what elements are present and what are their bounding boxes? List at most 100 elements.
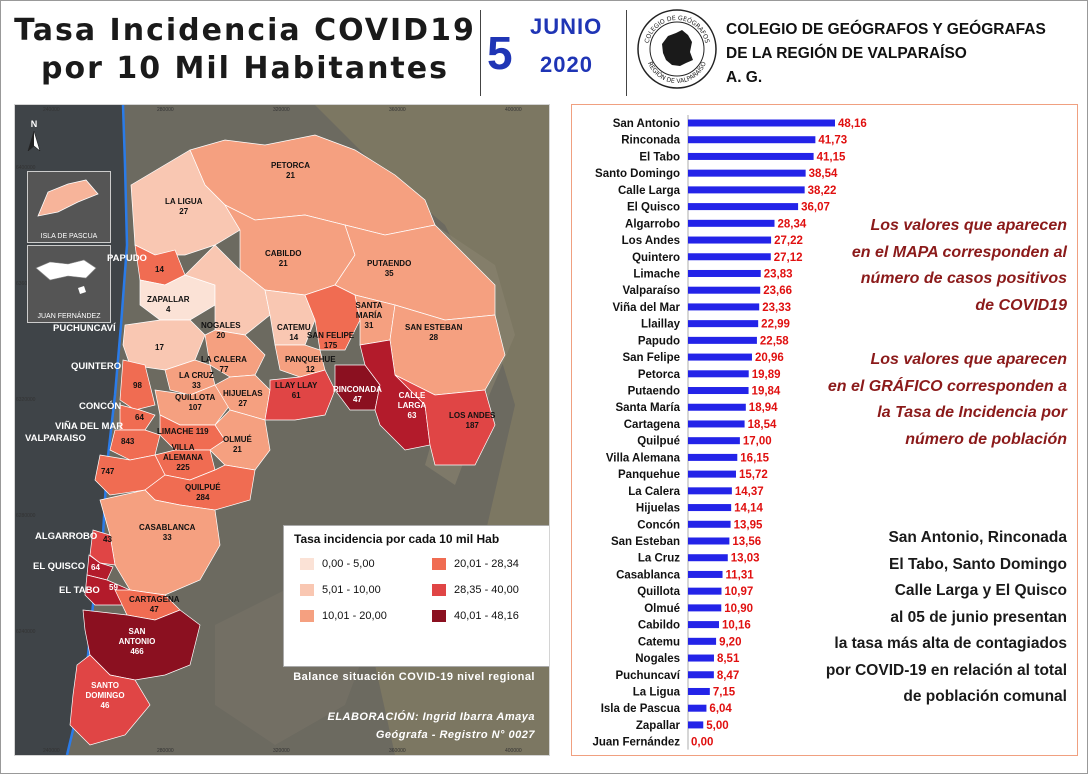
bar [688,286,761,294]
label-los-andes: LOS ANDES 187 [449,411,496,430]
legend-label-1: 0,00 - 5,00 [322,558,375,570]
bar [688,119,835,127]
label-quintero: QUINTERO [71,361,122,372]
bar [688,253,771,261]
label-limache: LIMACHE 119 [157,427,209,436]
legend-label-5: 28,35 - 40,00 [454,584,519,596]
category-label: Zapallar [636,720,681,732]
value-label: 14,14 [734,503,763,515]
value-label: 16,15 [740,452,769,464]
map-note-line-3: número de casos positivos [860,270,1067,287]
value-label: 13,56 [732,536,761,548]
bar [688,303,760,311]
category-label: Viña del Mar [612,302,680,314]
label-puchuncavi-value: 17 [155,343,164,352]
value-label: 28,34 [778,218,807,230]
legend-swatch-3 [300,610,314,622]
category-label: Valparaíso [622,285,680,297]
category-label: Villa Alemana [606,452,681,464]
date-day: 5 [487,27,513,79]
bar [688,671,714,679]
label-san-antonio: SAN ANTONIO 466 [118,627,156,656]
value-label: 38,54 [809,168,838,180]
category-label: Limache [633,268,680,280]
bar [688,370,749,378]
category-label: Puchuncaví [615,670,680,682]
coord-bottom-1: 240000 [43,748,60,754]
category-label: Casablanca [616,569,681,581]
bar [688,320,759,328]
bar [688,470,736,478]
legend-swatch-5 [432,584,446,596]
value-label: 13,95 [734,519,763,531]
coord-left-1: 6400000 [16,165,36,171]
value-label: 8,47 [717,670,739,682]
legend-label-6: 40,01 - 48,16 [454,610,519,622]
label-el-tabo-value: 59 [109,583,118,592]
value-label: 36,07 [801,202,830,214]
label-papudo-value: 14 [155,265,164,274]
coord-top-2: 280000 [157,107,174,113]
bar [688,654,714,662]
coord-left-4: 6280000 [16,513,36,519]
org-line-3: A. G. [726,69,763,86]
summary-line-5: la tasa más alta de contagiados [834,635,1067,652]
label-san-esteban: SAN ESTEBAN 28 [405,323,463,342]
summary-line-6: por COVID-19 en relación al total [825,661,1067,679]
coord-bottom-3: 320000 [273,748,290,754]
bar [688,269,761,277]
value-label: 23,83 [764,268,793,280]
coord-bottom-4: 360000 [389,748,406,754]
coord-top-4: 360000 [389,107,406,113]
label-quintero-value: 98 [133,381,142,390]
value-label: 20,96 [755,352,784,364]
bar [688,437,740,445]
category-label: Hijuelas [636,503,680,515]
category-label: Putaendo [628,386,680,398]
label-valparaiso: VALPARAISO [25,433,86,444]
value-label: 27,22 [774,235,803,247]
label-rinconada: RINCONADA 47 [333,385,382,404]
summary-line-7: de población comunal [903,688,1067,705]
value-label: 27,12 [774,252,803,264]
college-seal-logo: COLEGIO DE GEÓGRAFOS REGIÓN DE VALPARAÍS… [637,9,717,89]
bar [688,219,775,227]
inset-isla-de-pascua: ISLA DE PASCUA [27,171,111,243]
category-label: La Calera [628,486,680,498]
bar [688,453,738,461]
commune-santo-domingo [69,654,151,746]
value-label: 19,84 [752,386,781,398]
bar [688,387,749,395]
page-title: Tasa Incidencia COVID19 por 10 Mil Habit… [14,12,476,88]
value-label: 17,00 [743,436,772,448]
commune-san-antonio [82,609,201,681]
value-label: 41,15 [817,151,846,163]
label-santo-domingo: SANTO DOMINGO 46 [85,681,125,710]
chart-panel: San Antonio 48,16 Rinconada 41,73 El Tabo 41,… [571,104,1078,756]
category-label: Olmué [644,603,680,615]
coord-left-5: 6240000 [16,629,36,635]
label-villa-alemana: VILLA ALEMANA 225 [163,443,203,472]
chart-note-line-1: Los valores que aparecen [870,351,1067,368]
source-line-1: FUENTE: SEREMI Salud Valparaíso [335,653,535,665]
category-label: Isla de Pascua [601,703,681,715]
value-label: 10,97 [724,586,753,598]
summary-line-3: Calle Larga y El Quisco [894,582,1067,599]
category-label: Los Andes [622,235,680,247]
label-el-quisco: EL QUISCO [33,561,86,572]
label-vina-del-mar-value: 843 [121,437,135,446]
chart-note-line-4: número de población [905,430,1067,448]
value-label: 18,54 [748,419,777,431]
coord-top-5: 400000 [505,107,522,113]
label-algarrobo: ALGARROBO [35,531,98,542]
label-casablanca: CASABLANCA 33 [139,523,196,542]
commune-algarrobo [89,529,116,566]
bar [688,203,799,211]
bar [688,570,723,578]
legend-swatch-4 [432,558,446,570]
coord-top-3: 320000 [273,107,290,113]
value-label: 9,20 [719,636,741,648]
label-puchuncavi: PUCHUNCAVÍ [53,323,116,334]
legend-swatch-6 [432,610,446,622]
inset-pascua-label: ISLA DE PASCUA [40,233,98,240]
